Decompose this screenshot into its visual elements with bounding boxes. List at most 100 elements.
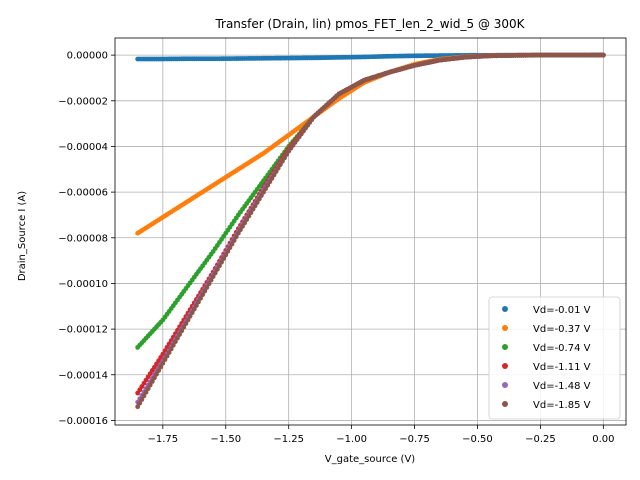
- data-point: [214, 266, 220, 272]
- data-point: [137, 400, 143, 406]
- legend: Vd=-0.01 V Vd=-0.37 V Vd=-0.74 V Vd=-1.11 V…: [488, 296, 621, 420]
- grid: [115, 38, 626, 425]
- legend-label: Vd=-1.11 V: [533, 362, 591, 373]
- x-axis-label: V_gate_source (V): [325, 454, 416, 465]
- data-point: [168, 346, 174, 352]
- data-point: [154, 371, 159, 377]
- y-tick-label: 0.00000: [67, 51, 108, 62]
- chart-title: Transfer (Drain, lin) pmos_FET_len_2_wid…: [214, 17, 525, 31]
- data-point: [210, 274, 216, 279]
- plot-area-frame: [114, 37, 627, 426]
- data-point: [175, 335, 180, 341]
- data-point: [269, 176, 275, 181]
- x-axis-ticks: −1.75 −1.50 −1.25 −1.00 −0.75 −0.50 −0.25 0.00: [147, 425, 614, 445]
- series-6: [135, 52, 606, 410]
- x-tick-label: −1.00: [336, 434, 367, 445]
- data-point: [181, 324, 187, 330]
- data-point: [156, 368, 162, 373]
- data-point: [600, 52, 606, 58]
- data-point: [135, 404, 141, 410]
- y-tick-label: −0.00014: [58, 370, 108, 381]
- legend-marker: [502, 344, 508, 350]
- legend-marker: [502, 325, 508, 331]
- data-point: [233, 234, 239, 240]
- data-point: [282, 155, 287, 161]
- data-point: [273, 169, 279, 174]
- legend-label: Vd=-0.01 V: [533, 305, 591, 316]
- data-point: [238, 227, 243, 233]
- data-point: [191, 306, 197, 312]
- data-point: [204, 285, 210, 290]
- y-tick-label: −0.00002: [58, 96, 108, 107]
- y-axis-ticks: 0.00000 −0.00002 −0.00004 −0.00006 −0.00008 −…: [58, 51, 115, 427]
- legend-marker: [502, 306, 508, 312]
- legend-box: [488, 296, 621, 420]
- data-point: [254, 199, 260, 205]
- data-point: [223, 252, 229, 258]
- data-point: [265, 182, 271, 188]
- data-point: [185, 317, 191, 323]
- data-point: [183, 321, 189, 326]
- data-point: [221, 256, 227, 261]
- data-point: [219, 259, 224, 265]
- data-point: [147, 382, 153, 388]
- data-point: [139, 397, 145, 402]
- plot-points: [135, 52, 606, 410]
- data-point: [179, 328, 185, 334]
- data-point: [164, 353, 170, 359]
- data-point: [246, 213, 252, 219]
- data-point: [162, 357, 168, 363]
- data-point: [231, 238, 237, 243]
- data-point: [177, 332, 183, 337]
- y-tick-label: −0.00016: [58, 416, 108, 427]
- data-point: [206, 281, 212, 287]
- data-point: [152, 375, 157, 381]
- data-point: [160, 360, 166, 366]
- y-tick-label: −0.00012: [58, 325, 108, 336]
- data-point: [196, 299, 201, 305]
- data-point: [193, 303, 199, 308]
- data-point: [250, 206, 256, 212]
- data-point: [143, 389, 149, 395]
- data-point: [170, 342, 176, 348]
- legend-label: Vd=-1.85 V: [533, 400, 591, 411]
- data-point: [225, 248, 231, 254]
- data-point: [277, 162, 283, 168]
- data-point: [141, 393, 147, 399]
- data-point: [217, 263, 222, 269]
- data-point: [202, 288, 208, 294]
- data-point: [212, 270, 218, 276]
- legend-marker: [502, 401, 508, 407]
- legend-label: Vd=-0.74 V: [533, 343, 591, 354]
- y-axis-label: Drain_Source I (A): [17, 191, 28, 281]
- x-tick-label: −0.25: [525, 434, 556, 445]
- y-tick-label: −0.00006: [58, 188, 108, 199]
- x-tick-label: −1.50: [210, 434, 241, 445]
- x-tick-label: −0.75: [399, 434, 430, 445]
- data-point: [187, 313, 193, 319]
- y-tick-label: −0.00010: [58, 279, 108, 290]
- data-point: [208, 277, 214, 283]
- y-tick-label: −0.00008: [58, 233, 108, 244]
- data-point: [149, 379, 155, 384]
- legend-label: Vd=-0.37 V: [533, 324, 591, 335]
- x-tick-label: −0.50: [462, 434, 493, 445]
- data-point: [198, 295, 203, 301]
- legend-label: Vd=-1.48 V: [533, 381, 591, 392]
- data-point: [189, 310, 195, 316]
- data-point: [200, 292, 206, 298]
- x-tick-label: −1.25: [273, 434, 304, 445]
- data-point: [227, 245, 233, 251]
- x-tick-label: 0.00: [592, 434, 614, 445]
- data-point: [242, 220, 248, 226]
- legend-marker: [502, 363, 508, 369]
- data-point: [261, 189, 266, 195]
- x-tick-label: −1.75: [147, 434, 178, 445]
- data-point: [166, 350, 172, 355]
- y-tick-label: −0.00004: [58, 142, 108, 153]
- data-point: [145, 386, 151, 392]
- legend-marker: [502, 382, 508, 388]
- data-point: [173, 339, 178, 345]
- data-point: [229, 241, 235, 247]
